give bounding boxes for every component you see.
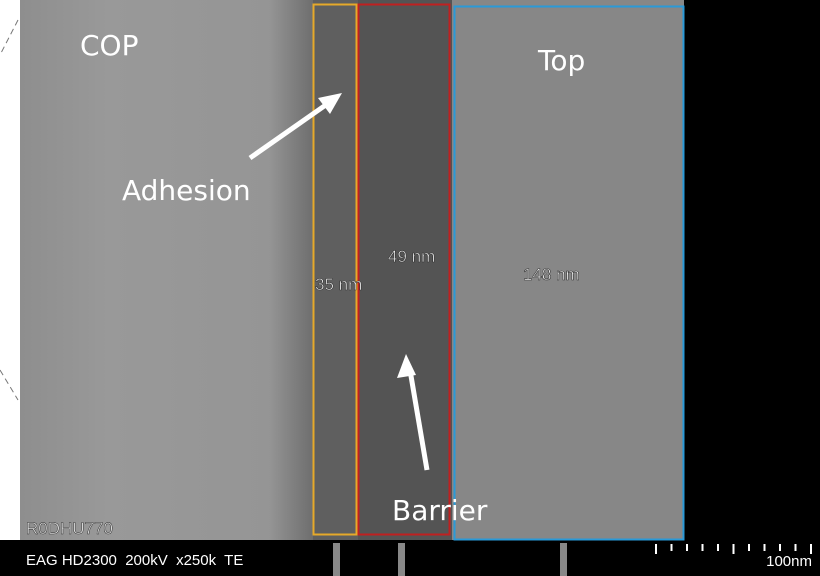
adhesion-layer: [313, 0, 358, 540]
region-label: COP: [80, 29, 138, 62]
thickness-label: 148 nm: [523, 265, 580, 284]
marker: [333, 543, 340, 576]
instrument-info: EAG HD2300 200kV x250k TE: [26, 552, 243, 569]
barrier-layer: [358, 0, 452, 540]
region-label: Top: [537, 44, 585, 77]
region-label: Barrier: [392, 494, 488, 527]
thickness-label: 49 nm: [388, 247, 435, 266]
scale-label: 100nm: [766, 553, 812, 570]
marker: [398, 543, 405, 576]
thickness-label: 35 nm: [315, 275, 362, 294]
tem-image: COP Top Adhesion Barrier 35 nm 49 nm 148…: [0, 0, 820, 576]
vacuum: [684, 0, 820, 540]
substrate-layer: [20, 0, 313, 540]
region-label: Adhesion: [122, 174, 251, 207]
sample-id: R0DHU770: [26, 519, 113, 538]
marker: [560, 543, 567, 576]
